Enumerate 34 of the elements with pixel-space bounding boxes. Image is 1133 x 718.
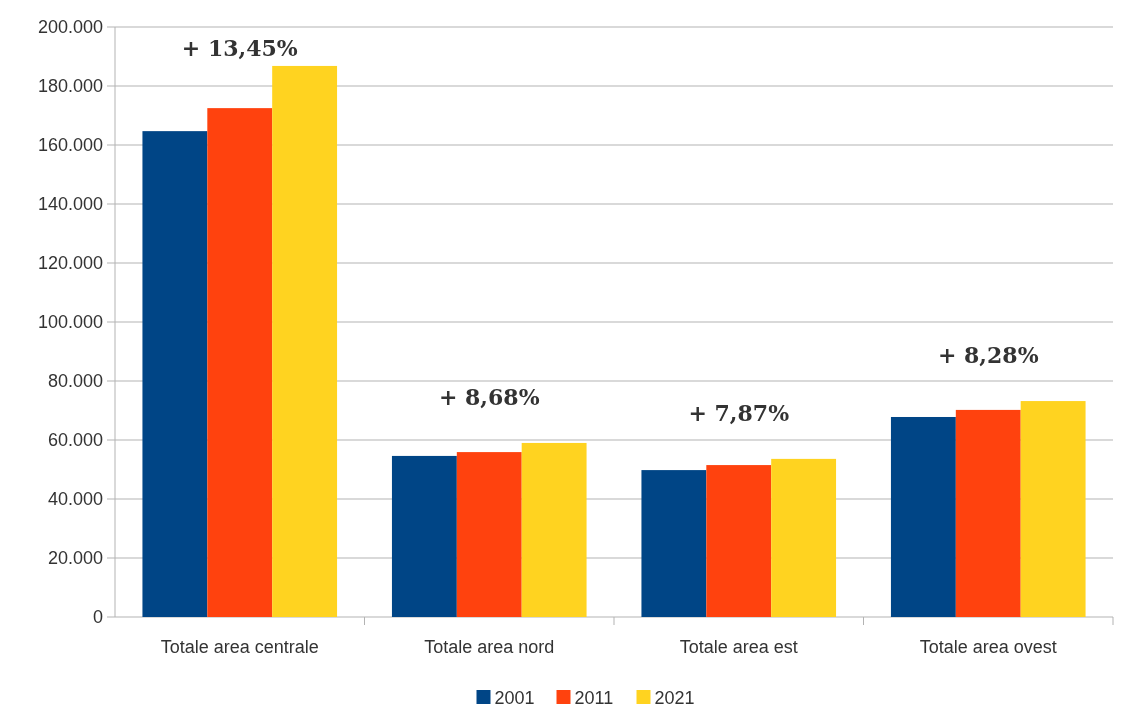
x-tick-label: Totale area centrale: [160, 637, 319, 657]
bar: [1020, 401, 1086, 617]
legend-label: 2011: [574, 688, 614, 709]
annotation: + 8,68%: [438, 383, 540, 410]
bar: [890, 416, 956, 617]
bar: [456, 452, 522, 617]
y-tick-label: 40.000: [47, 489, 103, 510]
y-tick-label: 60.000: [47, 430, 103, 451]
y-tick-label: 140.000: [37, 194, 103, 215]
y-tick-label: 0: [92, 607, 103, 628]
bar: [521, 442, 587, 617]
annotation: + 7,87%: [688, 399, 790, 426]
legend-label: 2021: [654, 688, 695, 709]
y-tick-label: 20.000: [47, 548, 103, 569]
y-tick-label: 180.000: [37, 76, 103, 97]
bar: [391, 455, 457, 617]
x-tick-label: Totale area nord: [424, 637, 555, 657]
x-tick-label: Totale area est: [679, 637, 798, 657]
y-tick-label: 200.000: [37, 17, 103, 38]
legend-label: 2001: [494, 688, 535, 709]
bar: [207, 108, 273, 617]
bar: [955, 409, 1021, 617]
annotation: + 8,28%: [937, 342, 1039, 369]
y-tick-label: 160.000: [37, 135, 103, 156]
x-tick-label: Totale area ovest: [919, 637, 1057, 657]
bar: [706, 465, 772, 617]
y-tick-label: 100.000: [37, 312, 103, 333]
y-tick-label: 120.000: [37, 253, 103, 274]
bar: [641, 470, 707, 617]
bar: [272, 65, 338, 617]
annotation: + 13,45%: [181, 34, 298, 61]
bar: [142, 131, 208, 617]
y-tick-label: 80.000: [47, 371, 103, 392]
bar: [771, 458, 837, 617]
